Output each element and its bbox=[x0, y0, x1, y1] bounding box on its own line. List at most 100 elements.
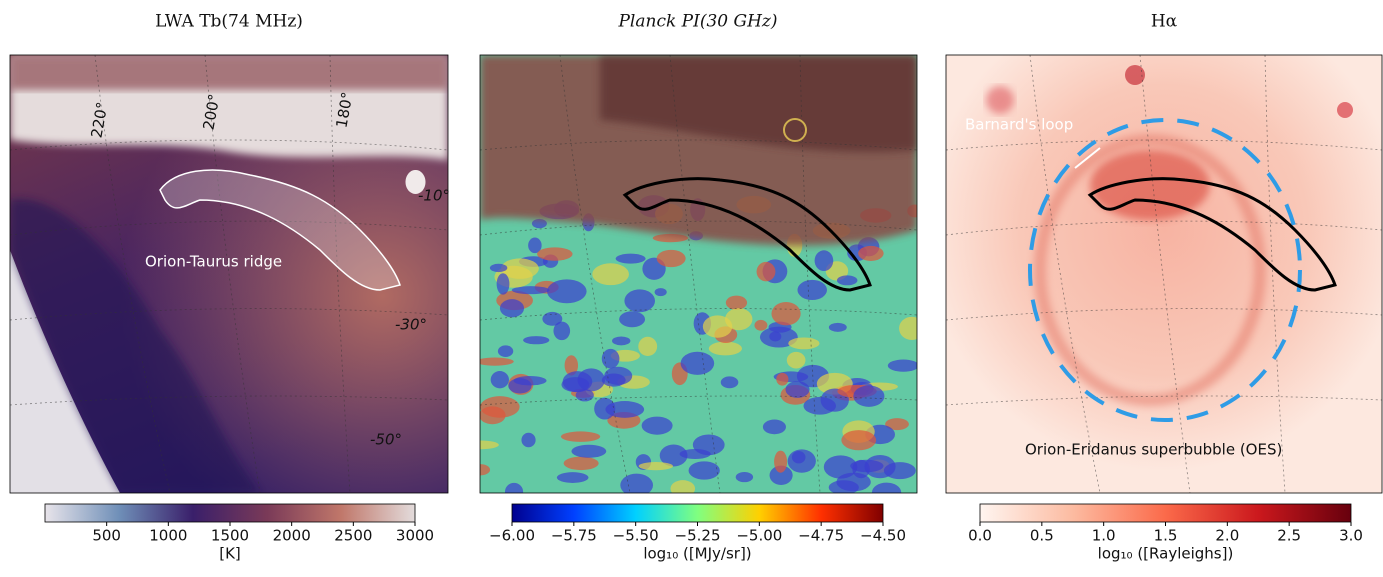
texture bbox=[754, 319, 768, 331]
texture bbox=[688, 461, 720, 480]
texture bbox=[762, 419, 786, 435]
texture bbox=[787, 449, 816, 473]
lwa-map bbox=[10, 55, 448, 493]
texture bbox=[537, 247, 573, 261]
texture bbox=[601, 348, 620, 369]
texture bbox=[480, 464, 491, 476]
colorbar bbox=[44, 503, 416, 523]
texture bbox=[620, 473, 654, 493]
texture bbox=[556, 472, 589, 483]
texture bbox=[504, 482, 524, 493]
colorbar-tick-label: −5.75 bbox=[551, 527, 597, 545]
panel-title: Planck PI(30 GHz) bbox=[617, 12, 777, 32]
colorbar-tick-label: 3.0 bbox=[1339, 527, 1363, 545]
texture bbox=[725, 308, 753, 331]
annotation: Barnard's loop bbox=[965, 116, 1073, 134]
planck-map bbox=[480, 55, 917, 493]
texture bbox=[542, 311, 563, 326]
texture bbox=[785, 381, 810, 398]
colorbar-tick-label: 1.5 bbox=[1154, 527, 1178, 545]
colorbar-label: [K] bbox=[219, 545, 241, 563]
colorbar-tick-label: 1500 bbox=[211, 527, 249, 545]
colorbar-tick-label: −4.75 bbox=[798, 527, 844, 545]
colorbar-tick-label: −5.25 bbox=[675, 527, 721, 545]
texture bbox=[836, 275, 858, 286]
texture bbox=[828, 480, 859, 493]
texture bbox=[564, 355, 579, 376]
colorbar-label: log₁₀ ([Rayleighs]) bbox=[1098, 545, 1234, 563]
texture bbox=[883, 462, 916, 480]
texture bbox=[638, 462, 673, 471]
texture bbox=[624, 289, 656, 313]
texture bbox=[823, 455, 858, 479]
texture bbox=[560, 431, 601, 442]
texture bbox=[523, 336, 550, 345]
texture bbox=[769, 331, 782, 342]
texture bbox=[797, 279, 827, 301]
texture bbox=[641, 416, 673, 435]
texture bbox=[788, 337, 820, 350]
colorbar-label: log₁₀ ([MJy/sr]) bbox=[643, 545, 751, 563]
texture bbox=[553, 321, 571, 341]
colorbar bbox=[511, 503, 884, 523]
colorbar-tick-label: 0.0 bbox=[968, 527, 992, 545]
texture bbox=[887, 359, 917, 372]
colorbar-tick-label: −5.50 bbox=[613, 527, 659, 545]
halpha-map bbox=[946, 55, 1382, 493]
texture bbox=[654, 288, 667, 297]
texture bbox=[680, 351, 715, 375]
colorbar-tick-label: 1.0 bbox=[1092, 527, 1116, 545]
texture bbox=[720, 376, 739, 389]
texture bbox=[594, 397, 616, 420]
texture bbox=[480, 440, 499, 450]
texture bbox=[659, 444, 688, 467]
texture bbox=[885, 418, 909, 431]
texture bbox=[735, 472, 754, 483]
texture bbox=[774, 450, 788, 473]
texture bbox=[490, 371, 509, 389]
colorbar-tick-label: 2.0 bbox=[1215, 527, 1239, 545]
texture bbox=[771, 301, 801, 326]
texture bbox=[670, 480, 696, 493]
texture bbox=[571, 444, 607, 458]
texture bbox=[612, 336, 631, 346]
texture bbox=[841, 430, 877, 451]
texture bbox=[561, 377, 590, 393]
texture bbox=[528, 237, 542, 254]
panel-title: LWA Tb(74 MHz) bbox=[155, 12, 303, 32]
annotation: Orion-Eridanus superbubble (OES) bbox=[1025, 441, 1282, 459]
texture bbox=[776, 372, 789, 386]
texture bbox=[853, 385, 885, 407]
annotation: Orion-Taurus ridge bbox=[145, 253, 282, 271]
texture bbox=[499, 299, 525, 318]
texture bbox=[496, 273, 510, 295]
texture bbox=[615, 253, 646, 264]
texture bbox=[480, 357, 514, 366]
texture bbox=[725, 295, 748, 310]
texture bbox=[531, 218, 547, 229]
colorbar-tick-label: 0.5 bbox=[1030, 527, 1054, 545]
texture bbox=[480, 396, 520, 418]
texture bbox=[708, 341, 742, 356]
grid-label: -30° bbox=[395, 316, 427, 334]
texture bbox=[547, 279, 587, 304]
texture bbox=[497, 345, 514, 357]
texture bbox=[563, 456, 599, 471]
colorbar-tick-label: 2000 bbox=[273, 527, 311, 545]
grid-label: -10° bbox=[418, 187, 450, 205]
texture bbox=[756, 261, 776, 282]
texture bbox=[521, 432, 536, 448]
texture bbox=[814, 250, 834, 272]
texture bbox=[575, 389, 594, 402]
texture bbox=[619, 311, 646, 328]
panel-title: Hα bbox=[1151, 12, 1178, 32]
texture bbox=[592, 263, 629, 286]
colorbar bbox=[979, 503, 1352, 523]
grid-label: -50° bbox=[370, 431, 402, 449]
texture bbox=[638, 336, 658, 357]
texture bbox=[489, 263, 508, 273]
colorbar-tick-label: 1000 bbox=[149, 527, 187, 545]
texture bbox=[858, 245, 884, 261]
texture bbox=[786, 351, 806, 369]
